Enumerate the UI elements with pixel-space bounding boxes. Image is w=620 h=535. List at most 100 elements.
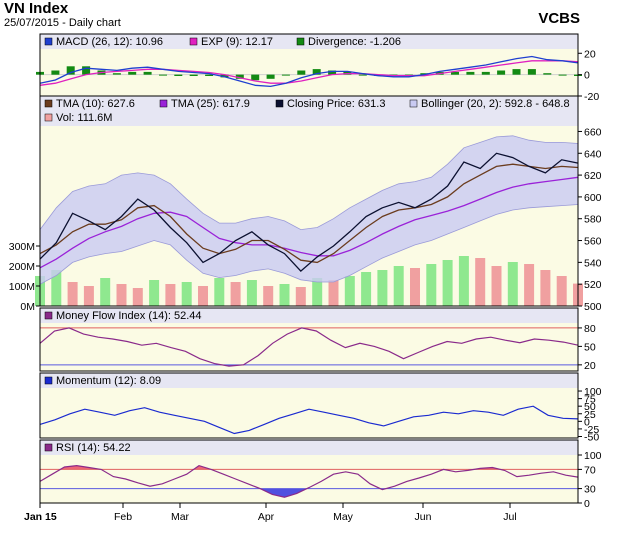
volume-tick-label: 200M [9, 261, 35, 273]
price-legend-swatch [409, 99, 418, 108]
price-axis-tick-label: 620 [584, 170, 602, 182]
chart-title: VN Index [4, 0, 69, 17]
chart_data.3-legend-bg [40, 373, 578, 388]
divergence-bar [481, 71, 490, 75]
chart_data.0-legend-bg [40, 34, 578, 49]
divergence-bar [328, 70, 337, 75]
chart_data.0-legend-swatch [189, 37, 198, 46]
volume-bar [116, 284, 127, 306]
price-axis-tick-label: 500 [584, 301, 602, 313]
price-legend-bg [40, 96, 578, 126]
rsi-axis-tick-label: 0 [584, 498, 590, 510]
price-axis-tick-label: 540 [584, 257, 602, 269]
tma25-line [39, 176, 579, 269]
price-legend-swatch [44, 113, 53, 122]
volume-bar [458, 256, 469, 306]
divergence-bar [312, 69, 321, 75]
volume-bar [149, 280, 160, 306]
volume-bar [426, 264, 437, 306]
divergence-bar [51, 70, 60, 75]
rsi-axis-tick-label: 100 [584, 450, 602, 462]
rsi-axis-tick-label: 30 [584, 484, 596, 496]
volume-bar [312, 278, 323, 306]
x-axis-label: Feb [114, 511, 132, 523]
volume-bar [540, 270, 551, 306]
divergence-bar [174, 74, 183, 76]
volume-tick-label: 100M [9, 281, 35, 293]
volume-bar [524, 264, 535, 306]
divergence-bar [189, 74, 198, 76]
volume-bar [51, 270, 62, 306]
chart_data.4-legend-bg [40, 440, 578, 455]
macd-axis-tick-label: 0 [584, 70, 590, 82]
volume-bar [556, 276, 567, 306]
volume-bar [377, 270, 388, 306]
volume-bar [295, 287, 306, 306]
momentum-axis-tick-label: 50 [584, 401, 596, 413]
price-legend-label: Bollinger (20, 2): 592.8 - 648.8 [421, 98, 570, 110]
exp-line [39, 60, 579, 86]
momentum-axis-tick-label: 0 [584, 416, 590, 428]
divergence-bar [82, 66, 91, 75]
volume-bar [491, 266, 502, 306]
divergence-bar [512, 69, 521, 75]
volume-bar [230, 282, 241, 306]
chart_data.3-legend-label: Momentum (12): 8.09 [56, 375, 161, 387]
mfi-axis-tick-label: 20 [584, 360, 596, 372]
price-legend-swatch [44, 99, 53, 108]
volume-bar [132, 288, 143, 306]
momentum-line [39, 405, 579, 435]
divergence-bar [497, 70, 506, 75]
chart_data.2-legend-label: Money Flow Index (14): 52.44 [56, 310, 202, 322]
volume-bar [165, 284, 176, 306]
x-axis-label: Mar [171, 511, 190, 523]
volume-bar [246, 280, 257, 306]
momentum-axis-tick-label: -25 [584, 424, 599, 436]
price-axis-tick-label: 660 [584, 126, 602, 138]
chart_data.0-legend-swatch [296, 37, 305, 46]
price-legend-swatch [275, 99, 284, 108]
price-legend-label: TMA (10): 627.6 [56, 98, 135, 110]
divergence-bar [159, 74, 167, 76]
x-axis-label: May [333, 511, 354, 523]
price-axis-tick-label: 600 [584, 192, 602, 204]
divergence-bar [420, 73, 429, 75]
divergence-bar [143, 71, 152, 75]
volume-bar [328, 280, 339, 306]
volume-bar [393, 266, 404, 306]
rsi-axis-tick-label: 70 [584, 464, 596, 476]
rsi-oversold-area [260, 488, 386, 498]
volume-tick-label: 300M [9, 241, 35, 253]
chart_data.0-legend-label: Divergence: -1.206 [308, 36, 401, 48]
price-panel-border [39, 95, 579, 307]
price-legend-swatch [159, 99, 168, 108]
divergence-bar [251, 74, 260, 81]
macd-axis-tick-label: -20 [584, 91, 599, 103]
momentum-axis-tick-label: -50 [584, 431, 599, 443]
divergence-bar [358, 74, 367, 76]
volume-bar [475, 258, 486, 306]
volume-bar [198, 286, 208, 306]
divergence-bar [451, 71, 459, 75]
volume-bar [344, 276, 355, 306]
divergence-bar [112, 73, 121, 75]
mfi-axis-tick-label: 80 [584, 323, 596, 335]
x-axis-label: Jan 15 [24, 511, 57, 523]
chart-subtitle: 25/07/2015 - Daily chart [4, 17, 121, 29]
price-legend-label: TMA (25): 617.9 [171, 98, 250, 110]
mfi-axis-tick-label: 50 [584, 341, 596, 353]
divergence-bar [220, 74, 229, 78]
chart_data.0-legend-label: EXP (9): 12.17 [201, 36, 273, 48]
divergence-bar [281, 74, 290, 76]
x-axis-label: Jun [415, 511, 432, 523]
rsi-line [39, 464, 579, 498]
momentum-axis-tick-label: 100 [584, 386, 602, 398]
mfi-panel-border [39, 307, 579, 372]
volume-bar [410, 268, 420, 306]
mfi-line [39, 327, 579, 367]
divergence-bar [235, 74, 244, 79]
chart_data.0-legend-label: MACD (26, 12): 10.96 [56, 36, 163, 48]
divergence-bar [128, 71, 137, 75]
divergence-bar [266, 74, 275, 79]
